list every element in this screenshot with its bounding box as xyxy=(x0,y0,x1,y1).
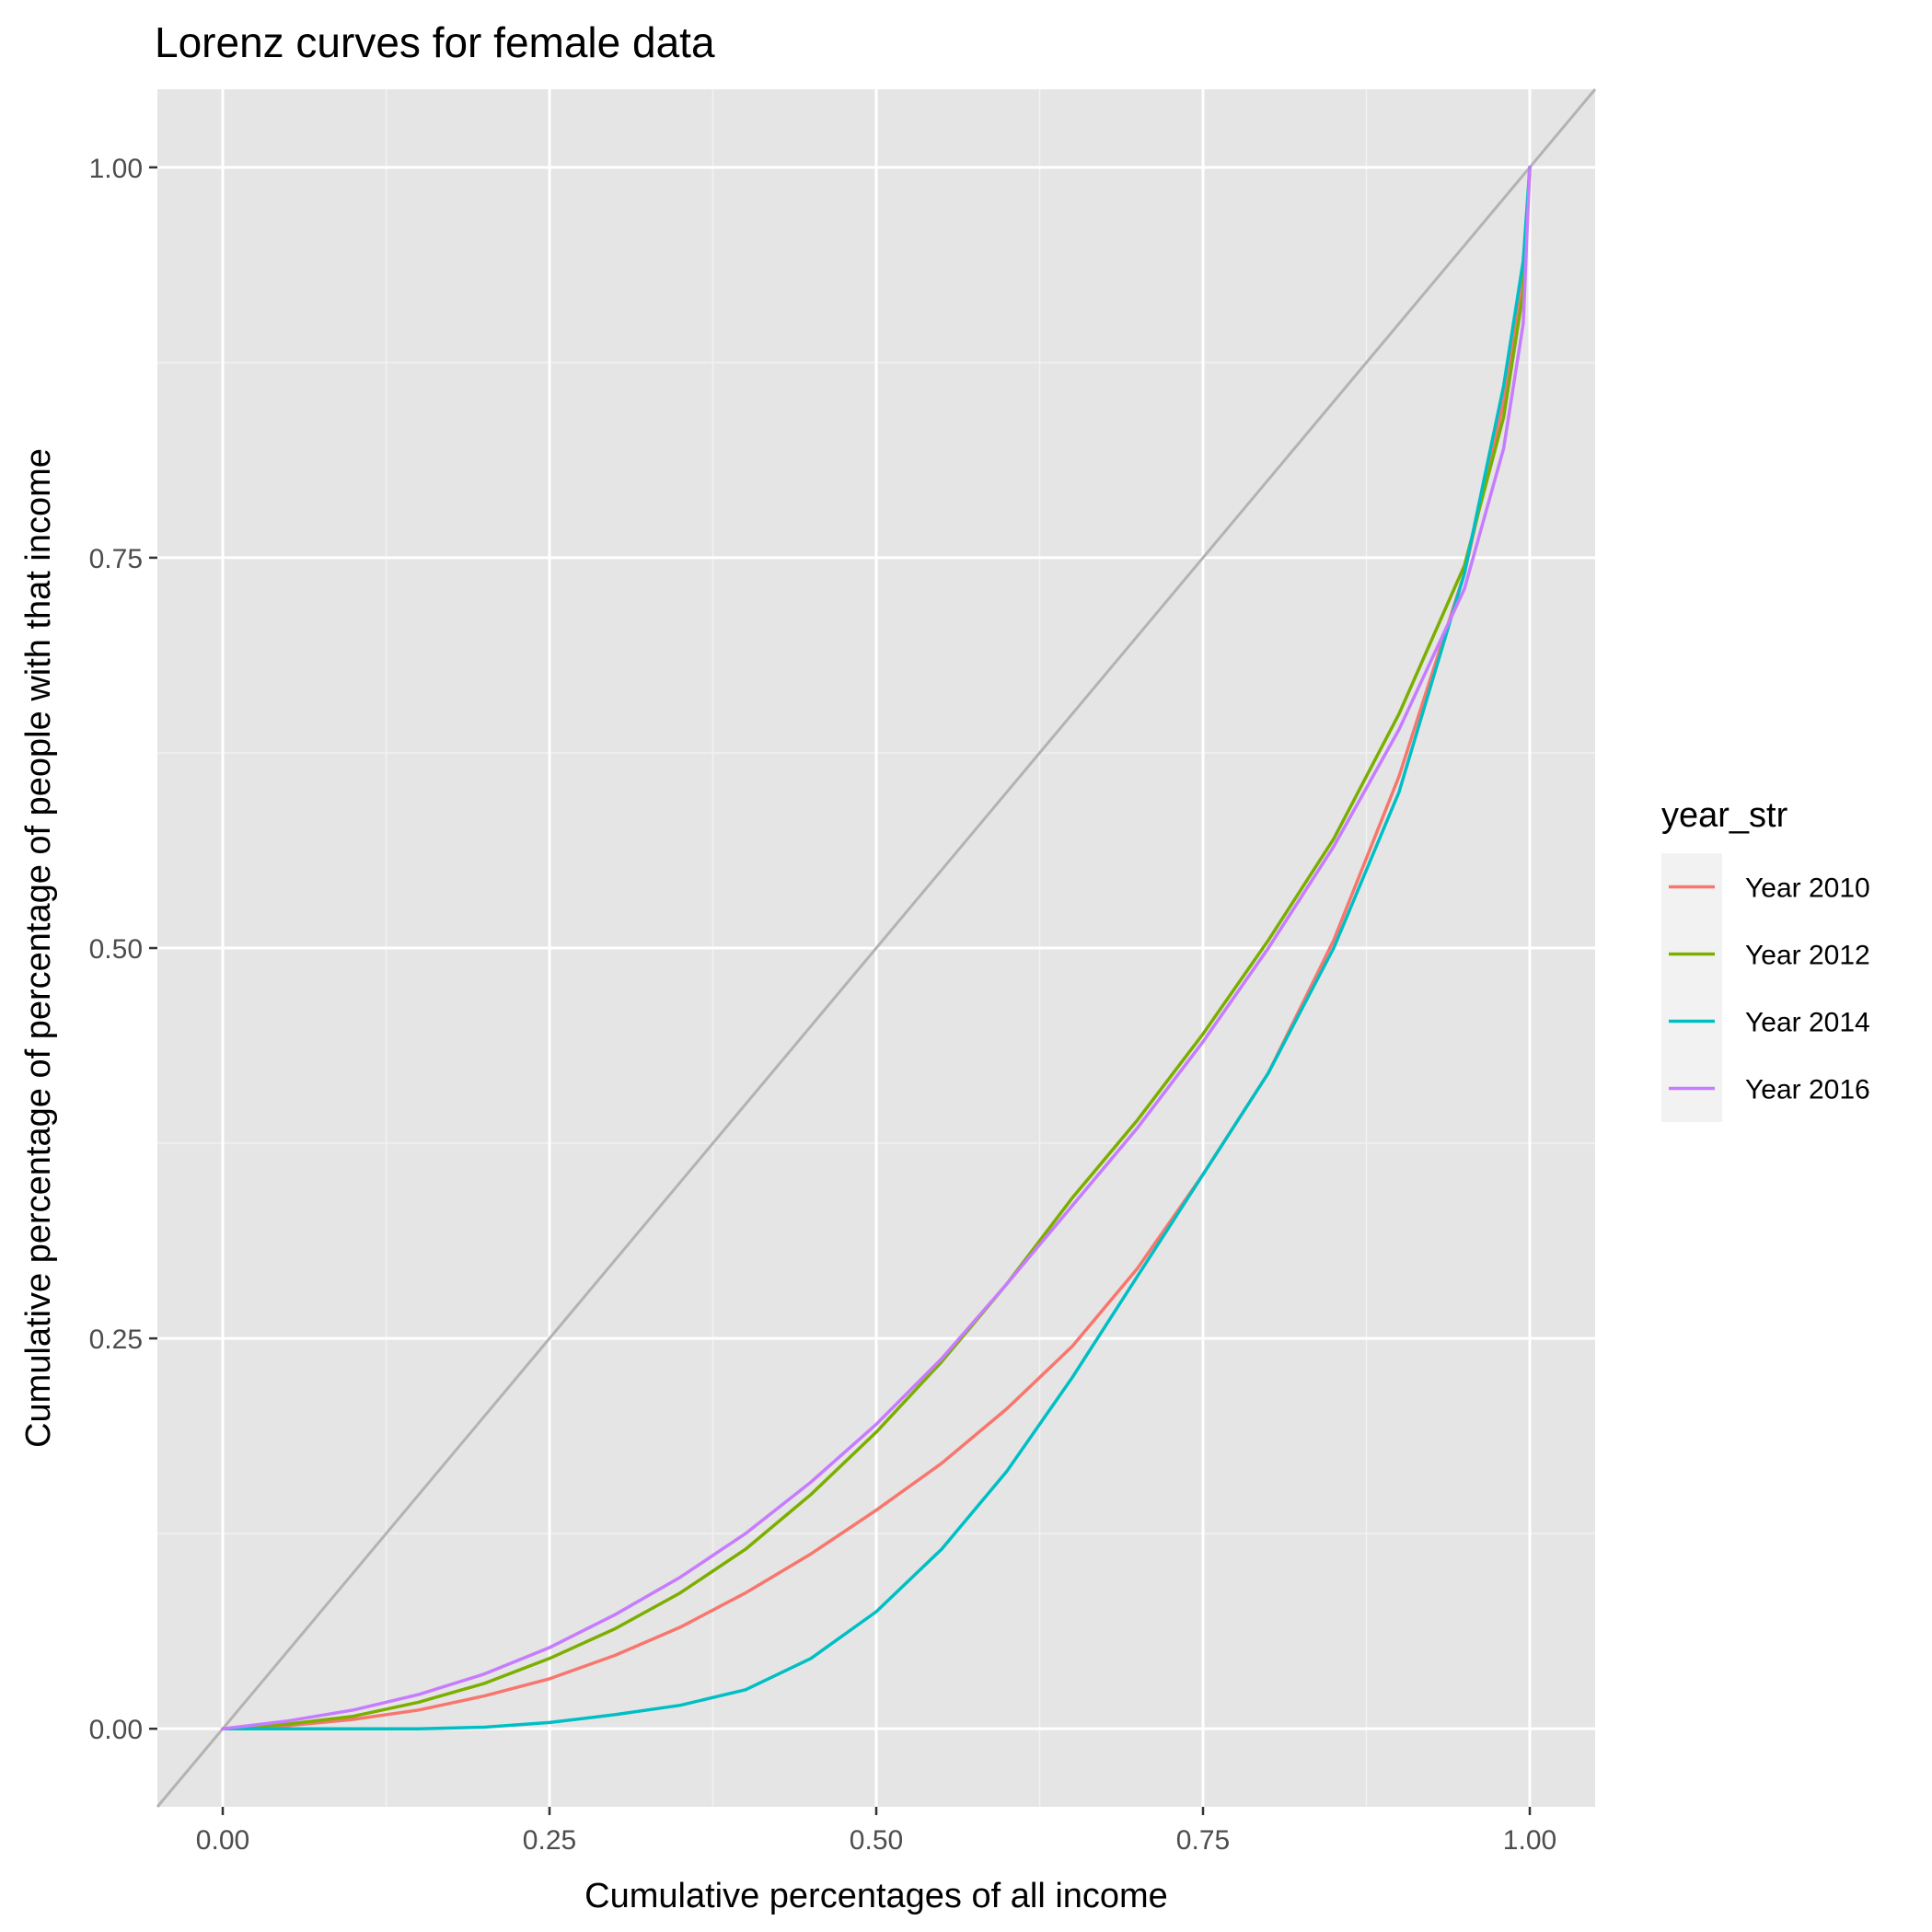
chart-title: Lorenz curves for female data xyxy=(155,18,715,66)
y-axis-title: Cumulative percentage of percentage of p… xyxy=(19,448,58,1448)
y-axis: 0.00 0.25 0.50 0.75 1.00 xyxy=(89,154,157,1745)
y-tick-label: 1.00 xyxy=(89,154,143,184)
y-tick-label: 0.00 xyxy=(89,1715,143,1745)
y-tick-label: 0.50 xyxy=(89,934,143,965)
series-line-year-2014 xyxy=(221,166,1532,1730)
legend-label: Year 2010 xyxy=(1745,873,1870,904)
legend-items: Year 2010 Year 2012 Year 2014 Year 2016 xyxy=(1661,853,1870,1122)
series-layer xyxy=(221,166,1532,1730)
legend-label: Year 2014 xyxy=(1745,1008,1870,1038)
legend-title: year_str xyxy=(1661,796,1788,835)
y-tick-label: 0.25 xyxy=(89,1325,143,1355)
x-axis: 0.00 0.25 0.50 0.75 1.00 xyxy=(196,1807,1556,1856)
legend-label: Year 2016 xyxy=(1745,1075,1870,1105)
equality-reference-line xyxy=(156,88,1597,1808)
x-tick-label: 0.50 xyxy=(850,1825,903,1856)
y-tick-label: 0.75 xyxy=(89,544,143,574)
series-line-year-2012 xyxy=(221,166,1532,1730)
x-axis-title: Cumulative percentages of all income xyxy=(584,1877,1168,1915)
series-line-year-2010 xyxy=(221,166,1532,1730)
x-tick-label: 0.75 xyxy=(1176,1825,1230,1856)
reference-line-layer xyxy=(156,88,1597,1808)
legend-key-background xyxy=(1661,853,1722,1122)
legend-label: Year 2012 xyxy=(1745,941,1870,971)
series-line-year-2016 xyxy=(221,166,1532,1730)
x-tick-label: 0.00 xyxy=(196,1825,249,1856)
x-tick-label: 0.25 xyxy=(523,1825,576,1856)
x-tick-label: 1.00 xyxy=(1503,1825,1556,1856)
